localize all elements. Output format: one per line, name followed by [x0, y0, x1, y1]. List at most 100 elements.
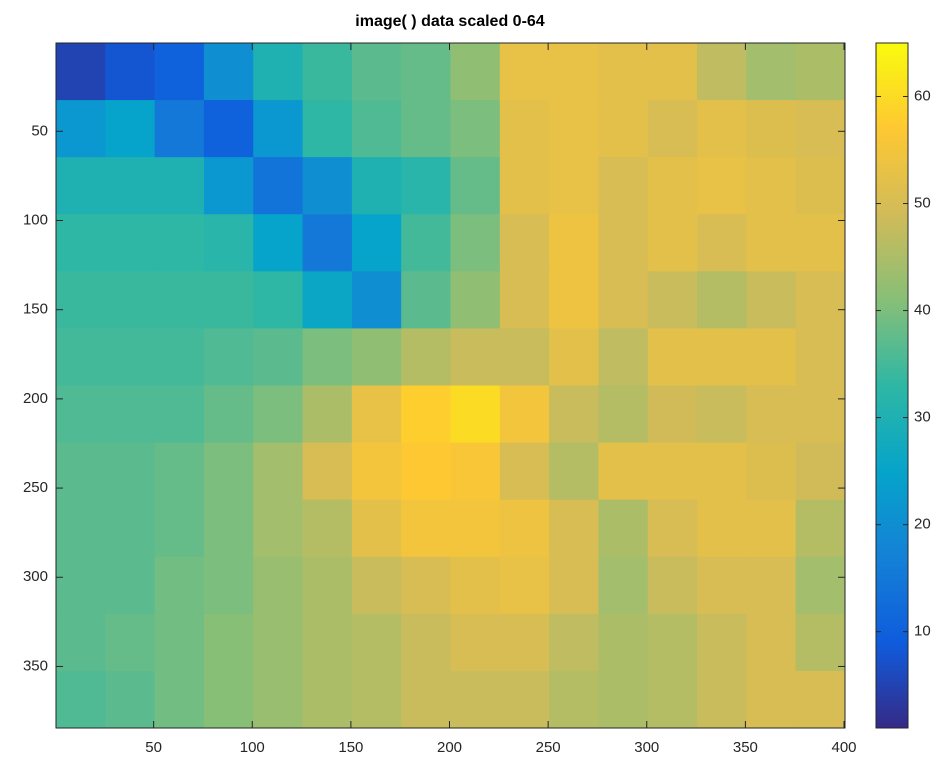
image-cell — [56, 443, 106, 501]
image-cell — [746, 557, 796, 615]
colorbar-tick-label: 50 — [914, 195, 931, 212]
image-cell — [56, 157, 106, 215]
chart-title: image( ) data scaled 0-64 — [355, 13, 545, 30]
x-tick-label: 300 — [634, 739, 659, 756]
image-cell — [401, 43, 451, 101]
image-cell — [500, 386, 550, 444]
image-cell — [648, 100, 698, 158]
image-cell — [352, 671, 402, 729]
image-cell — [598, 157, 648, 215]
image-cell — [796, 214, 846, 272]
image-cell — [500, 671, 550, 729]
image-cell — [105, 443, 155, 501]
image-cell — [352, 500, 402, 558]
image-cell — [796, 443, 846, 501]
image-cell — [746, 157, 796, 215]
image-cell — [56, 100, 106, 158]
image-cell — [401, 157, 451, 215]
image-cell — [598, 443, 648, 501]
image-cell — [697, 328, 747, 386]
image-cell — [155, 214, 205, 272]
image-cell — [155, 43, 205, 101]
image-cell — [451, 271, 501, 329]
image-cell — [155, 271, 205, 329]
image-cell — [303, 671, 353, 729]
image-cell — [746, 328, 796, 386]
image-cell — [303, 157, 353, 215]
image-cell — [352, 328, 402, 386]
image-cell — [352, 271, 402, 329]
image-cell — [303, 214, 353, 272]
image-cell — [598, 557, 648, 615]
image-cell — [303, 614, 353, 672]
image-cell — [204, 614, 254, 672]
image-cell — [796, 271, 846, 329]
x-tick-label: 100 — [240, 739, 265, 756]
image-cell — [500, 214, 550, 272]
image-cell — [746, 100, 796, 158]
image-cell — [648, 271, 698, 329]
image-cell — [451, 157, 501, 215]
image-cell — [746, 214, 796, 272]
image-cell — [352, 557, 402, 615]
image-cell — [549, 557, 599, 615]
chart: image( ) data scaled 0-64 50100150200250… — [0, 0, 941, 762]
image-cell — [204, 157, 254, 215]
image-cell — [401, 100, 451, 158]
image-cell — [648, 557, 698, 615]
image-cell — [204, 271, 254, 329]
colorbar-tick-label: 10 — [914, 623, 931, 640]
image-cell — [648, 671, 698, 729]
image-cell — [352, 614, 402, 672]
image-cell — [303, 328, 353, 386]
y-tick-label: 50 — [31, 122, 48, 139]
image-cell — [401, 386, 451, 444]
image-cell — [451, 614, 501, 672]
image-cell — [598, 214, 648, 272]
image-cell — [56, 500, 106, 558]
image-cell — [500, 328, 550, 386]
image-cell — [746, 671, 796, 729]
colorbar-tick-label: 20 — [914, 516, 931, 533]
x-tick-label: 200 — [437, 739, 462, 756]
image-cell — [253, 271, 303, 329]
image-cell — [303, 100, 353, 158]
image-cell — [648, 614, 698, 672]
image-cell — [401, 443, 451, 501]
image-cell — [105, 43, 155, 101]
x-tick-label: 150 — [338, 739, 363, 756]
image-cell — [549, 271, 599, 329]
y-tick-label: 300 — [23, 568, 48, 585]
image-cell — [451, 328, 501, 386]
image-cell — [796, 614, 846, 672]
image-cell — [598, 500, 648, 558]
image-cell — [204, 557, 254, 615]
image-cell — [697, 214, 747, 272]
image-cell — [500, 43, 550, 101]
image-cell — [253, 157, 303, 215]
image-cell — [253, 386, 303, 444]
image-cell — [648, 443, 698, 501]
image-cell — [155, 671, 205, 729]
image-cell — [204, 500, 254, 558]
image-cell — [105, 500, 155, 558]
image-cell — [253, 500, 303, 558]
image-cell — [598, 671, 648, 729]
image-cell — [451, 557, 501, 615]
image-cell — [56, 614, 106, 672]
image-cell — [105, 671, 155, 729]
image-cell — [451, 443, 501, 501]
image-cell — [648, 328, 698, 386]
image-cell — [549, 328, 599, 386]
image-cell — [401, 614, 451, 672]
image-cell — [796, 671, 846, 729]
image-cell — [648, 386, 698, 444]
image-cell — [746, 614, 796, 672]
image-cell — [648, 43, 698, 101]
image-cell — [155, 557, 205, 615]
image-cell — [253, 557, 303, 615]
image-cell — [352, 43, 402, 101]
image-cell — [105, 557, 155, 615]
image-cell — [204, 100, 254, 158]
image-cell — [204, 671, 254, 729]
